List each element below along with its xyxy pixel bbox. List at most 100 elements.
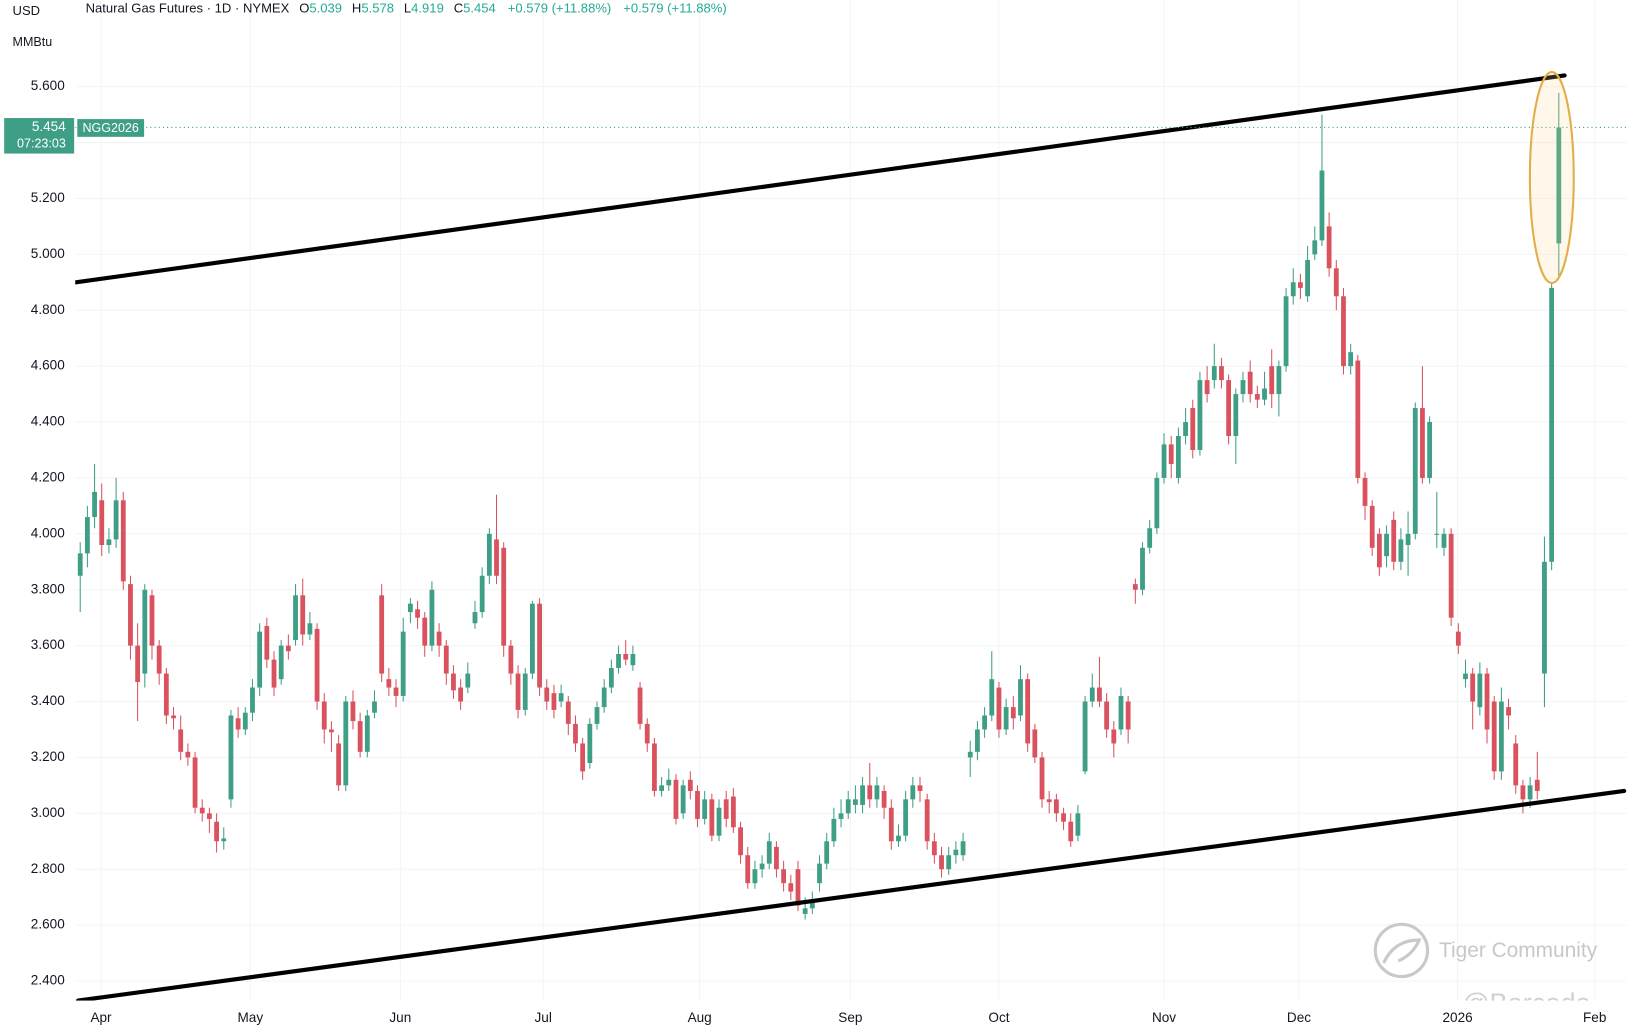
grid: [75, 0, 1627, 1001]
y-tick-label: 4.000: [31, 525, 65, 540]
candle-body: [1254, 394, 1260, 400]
candle-body: [766, 841, 772, 864]
candle-body: [795, 869, 801, 906]
candle-body: [1355, 360, 1361, 478]
candle-body: [1190, 408, 1196, 450]
candle-body: [1484, 673, 1490, 730]
candle-body: [723, 799, 729, 819]
candle-body: [745, 855, 751, 884]
candle-body: [400, 631, 406, 696]
candle-body: [1348, 352, 1354, 367]
candle-body: [1420, 408, 1425, 478]
candle-body: [903, 799, 909, 836]
y-tick-label: 5.600: [31, 78, 65, 93]
candle-body: [580, 743, 586, 772]
candle-body: [142, 589, 148, 674]
candle-body: [716, 807, 722, 836]
candle-body: [1470, 673, 1476, 702]
candle-body: [1053, 799, 1059, 814]
y-tick-label: 3.600: [31, 637, 65, 652]
candle-body: [214, 821, 219, 842]
candle-body: [896, 835, 901, 842]
y-tick-label: 3.400: [31, 693, 65, 708]
candle-body: [852, 799, 858, 805]
candle-body: [336, 743, 342, 786]
candle-body: [278, 645, 284, 680]
candle-body: [192, 757, 198, 808]
candle-body: [1075, 813, 1081, 836]
candle-body: [1219, 366, 1224, 381]
candle-body: [1233, 394, 1239, 437]
candle-body: [264, 626, 270, 660]
candle-body: [630, 654, 636, 666]
candle-body: [1118, 695, 1124, 730]
candle-body: [501, 547, 507, 646]
candle-body: [946, 855, 952, 870]
candle-body: [120, 500, 126, 582]
change: +0.579 (+11.88%): [623, 1, 726, 16]
candle-body: [1082, 701, 1088, 772]
ohlc-label: L: [404, 1, 411, 16]
candle-body: [680, 785, 686, 814]
x-tick-label: Sep: [838, 1010, 862, 1025]
candle-body: [1427, 422, 1433, 478]
candle-body: [156, 645, 162, 674]
candle-body: [975, 729, 980, 752]
candle-body: [1506, 707, 1511, 716]
candle-body: [982, 715, 988, 730]
candle-body: [1183, 422, 1188, 437]
candle-body: [135, 645, 141, 682]
header: USD MMBtu Natural Gas Futures · 1D · NYM…: [13, 1, 727, 49]
candle-body: [1018, 679, 1023, 716]
candle-body: [695, 790, 700, 819]
candle-body: [831, 818, 837, 842]
candle-body: [257, 631, 263, 688]
candle-body: [329, 729, 334, 733]
candle-body: [92, 491, 97, 518]
candle-body: [1326, 226, 1332, 269]
x-tick-label: Aug: [688, 1010, 712, 1025]
candle-body: [113, 500, 119, 540]
candle-body: [494, 539, 499, 576]
candle-body: [967, 751, 973, 758]
y-tick-label: 3.200: [31, 749, 65, 764]
y-tick-label: 3.800: [31, 581, 65, 596]
candle-body: [802, 908, 808, 914]
candle-body: [1046, 799, 1052, 803]
y-tick-label: 2.800: [31, 861, 65, 876]
candle-body: [77, 553, 83, 576]
candle-body: [228, 715, 234, 800]
candle-body: [1455, 631, 1461, 646]
axis-background: [0, 0, 76, 1034]
symbol-title: Natural Gas Futures · 1D · NYMEX: [86, 1, 290, 16]
y-tick-label: 2.600: [31, 917, 65, 932]
candle-body: [271, 659, 277, 688]
candle-body: [931, 841, 937, 856]
candle-body: [1140, 547, 1145, 590]
candle-body: [393, 687, 399, 696]
candle-body: [386, 679, 392, 688]
candle-body: [530, 603, 535, 674]
candle-body: [1448, 533, 1454, 618]
candle-body: [558, 693, 564, 702]
candle-body: [429, 589, 435, 646]
candle-body: [486, 533, 492, 576]
x-tick-label: Apr: [90, 1010, 112, 1025]
candle-body: [1434, 533, 1440, 535]
candle-body: [1025, 679, 1031, 744]
y-tick-label: 4.200: [31, 470, 65, 485]
candle-body: [867, 785, 873, 800]
candle-body: [939, 855, 944, 870]
x-tick-label: Oct: [988, 1010, 1009, 1025]
candle-body: [300, 595, 306, 635]
currency: USD: [13, 3, 41, 18]
x-tick-label: Dec: [1287, 1010, 1311, 1025]
candle-body: [587, 723, 593, 764]
candle-body: [1132, 584, 1138, 590]
candle-body: [1441, 533, 1447, 548]
time-axis-background: [75, 1000, 1627, 1034]
candle-body: [996, 687, 1002, 730]
candle-body: [1312, 240, 1318, 255]
candle-body: [752, 869, 758, 884]
